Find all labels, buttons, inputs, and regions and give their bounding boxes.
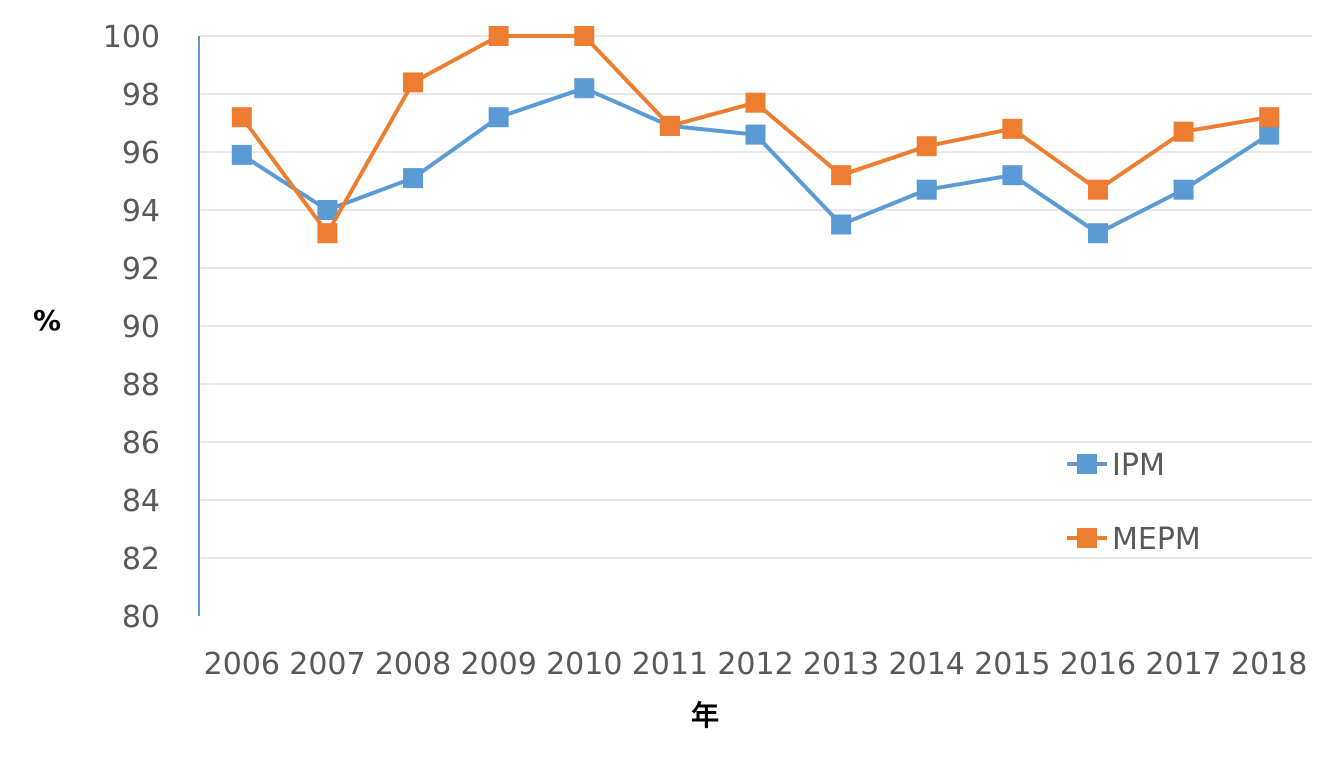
data-point-ipm (231, 144, 252, 165)
y-tick-label: 96 (122, 136, 160, 171)
x-tick-label: 2013 (803, 647, 879, 682)
legend-marker (1077, 454, 1097, 474)
series-mepm (231, 26, 1280, 244)
x-tick-label: 2018 (1231, 647, 1307, 682)
data-point-mepm (831, 165, 852, 186)
y-tick-label: 92 (122, 252, 160, 287)
data-point-mepm (1087, 179, 1108, 200)
y-tick-label: 88 (122, 368, 160, 403)
legend-marker (1077, 528, 1097, 548)
legend-label: MEPM (1112, 522, 1201, 557)
data-point-ipm (488, 107, 509, 128)
data-point-ipm (745, 124, 766, 145)
data-point-ipm (317, 200, 338, 220)
data-point-ipm (1259, 124, 1280, 145)
data-point-mepm (403, 72, 424, 93)
data-point-mepm (659, 115, 680, 136)
data-point-mepm (1259, 107, 1280, 128)
data-point-mepm (317, 223, 338, 244)
y-axis-ticks: 80 82 84 86 88 90 92 94 96 98 100 (103, 20, 160, 635)
x-tick-label: 2014 (889, 647, 965, 682)
data-point-mepm (916, 136, 937, 157)
data-point-ipm (916, 179, 937, 200)
y-axis-title: % (33, 304, 61, 337)
legend-item-mepm: MEPM (1067, 522, 1201, 557)
data-point-ipm (403, 168, 424, 189)
x-axis-title: 年 (691, 699, 719, 732)
data-point-ipm (831, 214, 852, 235)
data-point-ipm (1173, 179, 1194, 200)
data-point-mepm (1002, 118, 1023, 139)
y-tick-label: 80 (122, 600, 160, 635)
legend-label: IPM (1112, 448, 1165, 483)
x-tick-label: 2008 (375, 647, 451, 682)
x-tick-label: 2006 (204, 647, 280, 682)
x-axis-ticks: 2006 2007 2008 2009 2010 2011 2012 2013 2014 2015… (204, 647, 1308, 682)
y-tick-label: 100 (103, 20, 160, 55)
x-tick-label: 2007 (289, 647, 365, 682)
x-tick-label: 2017 (1145, 647, 1221, 682)
data-point-ipm (1087, 223, 1108, 244)
data-point-ipm (574, 78, 595, 99)
data-point-ipm (1002, 165, 1023, 186)
x-tick-label: 2009 (460, 647, 536, 682)
y-tick-label: 98 (122, 78, 160, 113)
y-tick-label: 82 (122, 542, 160, 577)
x-tick-label: 2015 (974, 647, 1050, 682)
x-tick-label: 2012 (717, 647, 793, 682)
x-tick-label: 2016 (1060, 647, 1136, 682)
data-point-mepm (745, 92, 766, 113)
legend-item-ipm: IPM (1067, 448, 1165, 483)
y-tick-label: 90 (122, 310, 160, 345)
series-layer (231, 26, 1280, 244)
y-tick-label: 84 (122, 484, 160, 519)
data-point-mepm (574, 26, 595, 46)
x-tick-label: 2011 (632, 647, 708, 682)
y-tick-label: 86 (122, 426, 160, 461)
x-tick-label: 2010 (546, 647, 622, 682)
data-point-mepm (1173, 121, 1194, 142)
series-ipm (231, 78, 1280, 244)
data-point-mepm (231, 107, 252, 128)
data-point-mepm (488, 26, 509, 46)
y-tick-label: 94 (122, 194, 160, 229)
legend: IPM MEPM (1067, 448, 1201, 557)
